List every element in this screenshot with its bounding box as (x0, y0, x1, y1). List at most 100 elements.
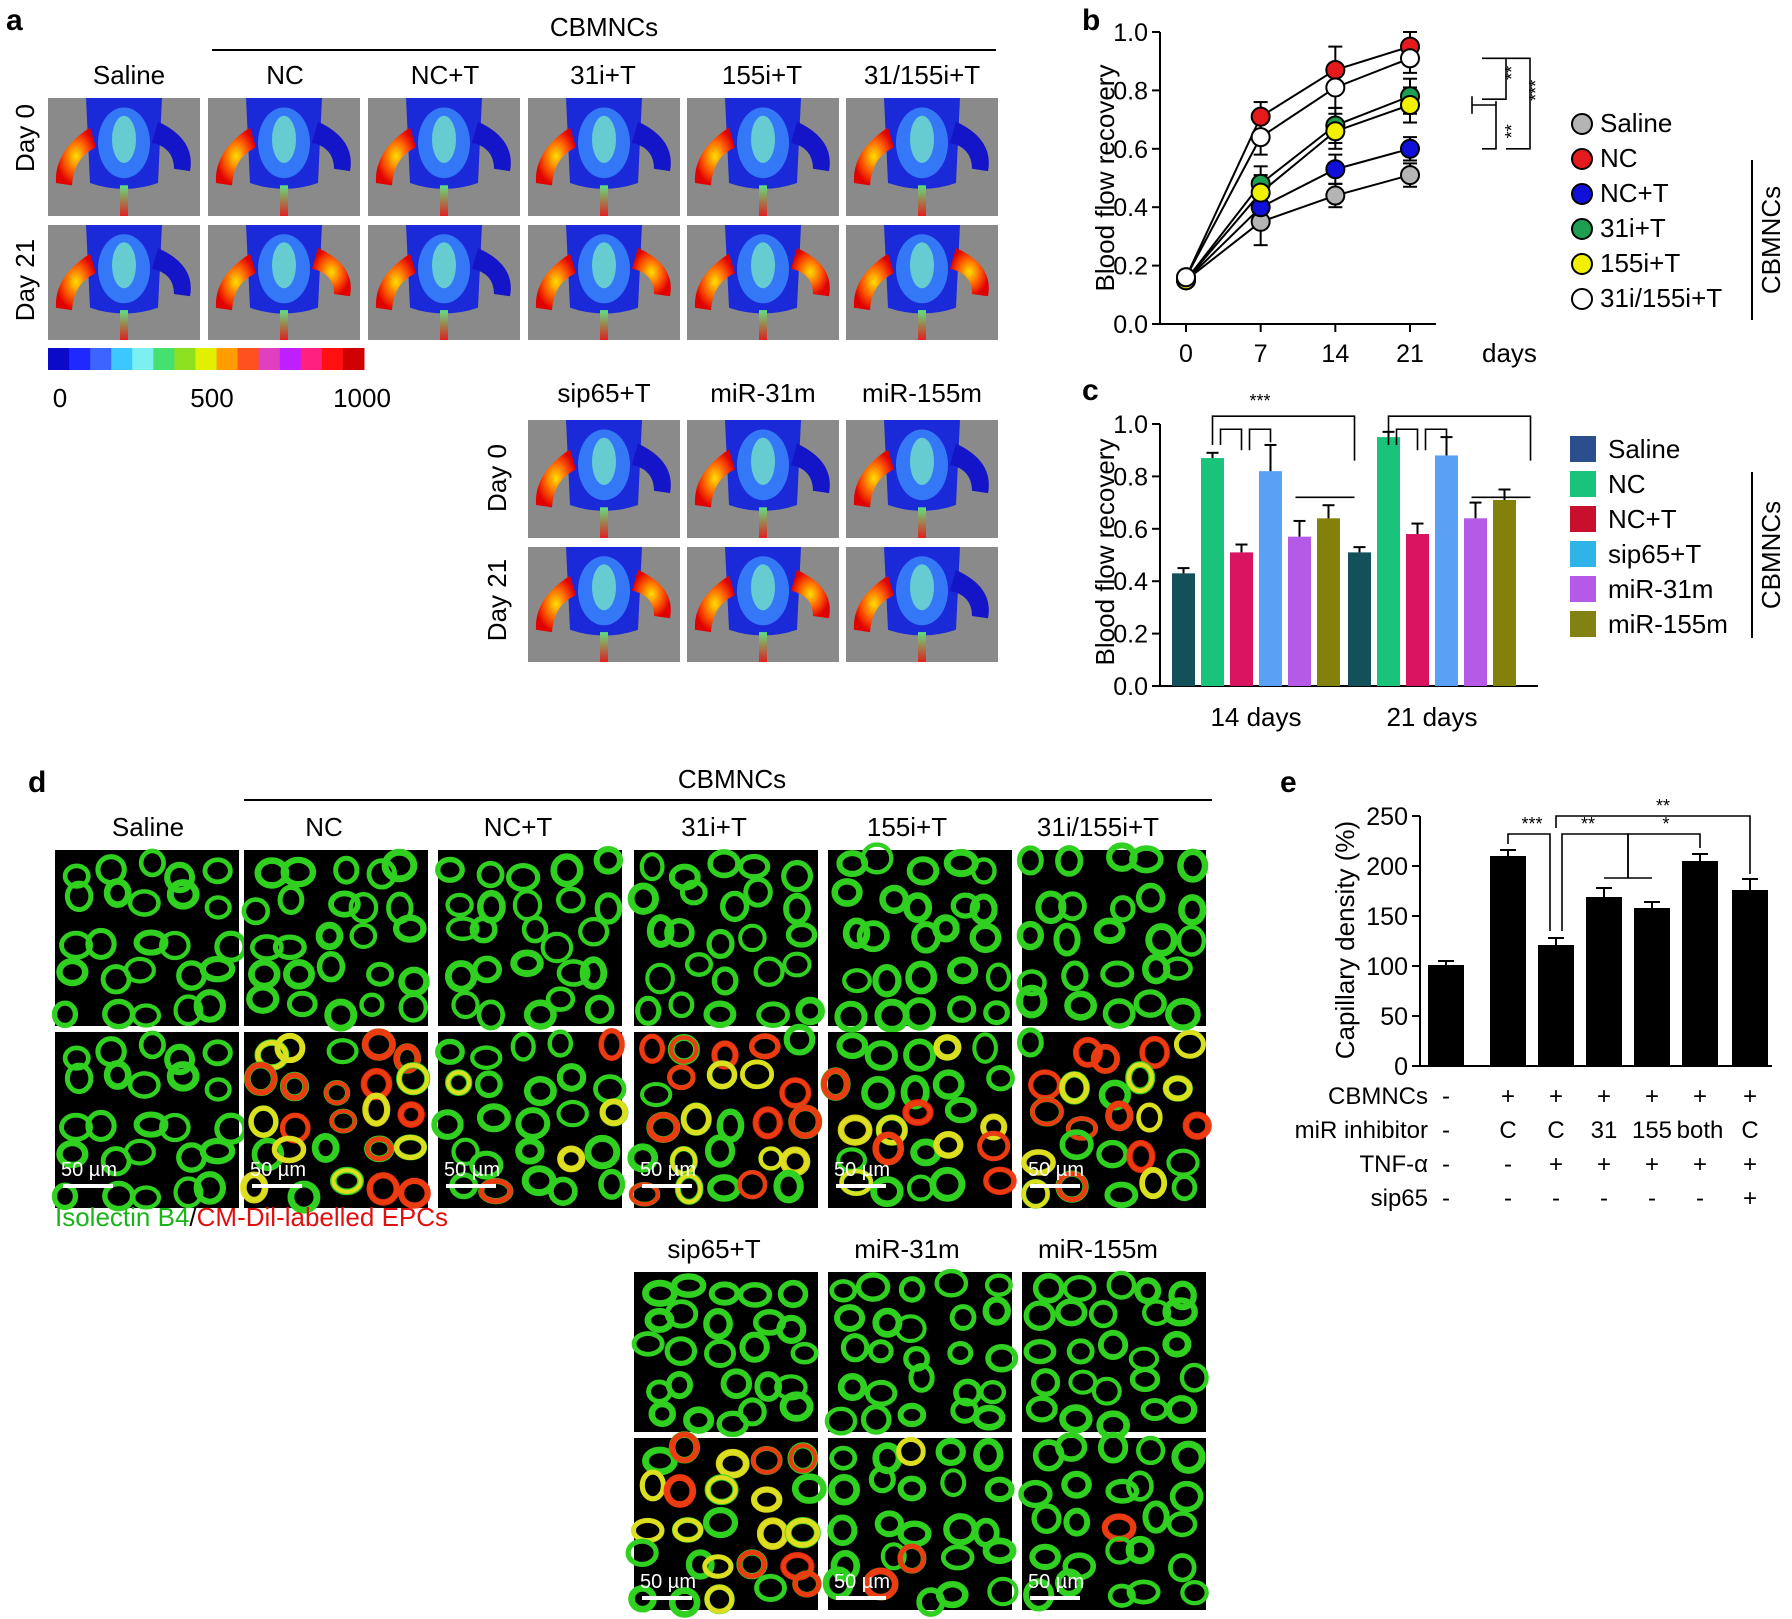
vessel (1180, 1580, 1209, 1606)
labelled-epc (598, 1027, 625, 1062)
panel-a-bottom-column-labels: sip65+T miR-31m miR-155m Day 0 Day 21 (482, 378, 982, 641)
labelled-epc (1030, 1097, 1064, 1127)
vessel (199, 1137, 236, 1165)
mouse-leg-right (312, 121, 351, 172)
labelled-epc (1182, 1111, 1212, 1140)
labelled-epc (667, 1064, 696, 1091)
vessel (476, 999, 506, 1031)
y-tick-label: 150 (1366, 903, 1408, 931)
colorbar-segment (69, 348, 91, 370)
data-point (1325, 121, 1346, 142)
condition-cell: C (1741, 1117, 1758, 1144)
sig-bracket (1507, 833, 1551, 931)
vessel (790, 1341, 819, 1365)
mouse-hotspot (910, 564, 934, 611)
vessel (584, 994, 615, 1024)
vessel (315, 921, 344, 951)
vessel (834, 1000, 868, 1033)
colorbar-tick-1000: 1000 (333, 383, 391, 413)
vessel (756, 1001, 790, 1028)
labelled-epc (792, 1570, 822, 1598)
vessel (64, 1062, 94, 1095)
bar (1230, 552, 1253, 686)
labelled-epc (669, 1431, 700, 1464)
vessel (664, 1336, 698, 1366)
labelled-epc (704, 1584, 735, 1614)
vessel (56, 957, 89, 987)
vessel (664, 1299, 699, 1329)
colorbar-segment (342, 348, 365, 370)
bar (1377, 437, 1400, 686)
vessel (950, 892, 981, 919)
vessel (579, 956, 608, 990)
vessel (204, 895, 232, 920)
vessel (451, 1137, 480, 1166)
vessel (1135, 882, 1166, 913)
fluorescence-image (1016, 842, 1209, 1031)
vessel (683, 1406, 715, 1434)
vessel (1107, 1583, 1136, 1608)
laser-doppler-image (208, 225, 360, 340)
vessel (578, 916, 610, 947)
vessel (1059, 1404, 1093, 1434)
fluorescence-image (631, 1272, 819, 1438)
mouse-leg-right (791, 570, 830, 619)
vessel (870, 1176, 904, 1207)
vessel (1104, 1181, 1139, 1209)
panel-c-legend: Saline NC NC+T sip65+T miR-31m miR-155m (1570, 434, 1728, 639)
vessel (940, 1544, 975, 1571)
vessel (987, 1576, 1019, 1607)
vessel (159, 930, 191, 961)
laser-doppler-image (528, 225, 680, 340)
vessel (984, 1273, 1013, 1297)
vessel (860, 1404, 892, 1435)
vessel (326, 1038, 359, 1065)
panel-d-column-label: 31i+T (681, 812, 747, 842)
vessel (738, 923, 767, 953)
caption-isolectin: Isolectin B4 (55, 1202, 189, 1232)
vessel (982, 1537, 1017, 1565)
vessel (781, 860, 814, 893)
vessel (827, 1514, 858, 1547)
labelled-epc (397, 1101, 425, 1128)
condition-cell: + (1645, 1151, 1659, 1178)
vessel (1145, 923, 1178, 957)
labelled-epc (1090, 1043, 1120, 1074)
x-tick-label: 14 (1321, 340, 1349, 368)
x-category-label: 14 days (1210, 702, 1301, 732)
sig-label: ** (1656, 796, 1670, 816)
vessel (898, 1276, 926, 1303)
panel-a-row-labels: Day 0 Day 21 (10, 104, 40, 321)
bar (1493, 499, 1516, 686)
mouse-hotspot (910, 242, 934, 289)
labelled-epc (639, 1469, 666, 1502)
mouse-leg-right (950, 121, 989, 172)
bar (1464, 518, 1487, 686)
mouse-hotspot (592, 242, 616, 289)
vessel (737, 853, 771, 880)
vessel (897, 1475, 927, 1502)
bar (1732, 890, 1768, 1066)
vessel (1031, 1503, 1062, 1534)
mouse-leg-left (694, 127, 735, 186)
vessel (1055, 1298, 1088, 1327)
labelled-epc (675, 1173, 703, 1205)
vessel (1062, 1275, 1097, 1302)
labelled-epc (1072, 1036, 1103, 1068)
vessel (867, 1339, 894, 1364)
vessel (685, 1549, 715, 1580)
panel-a-row-label: Day 21 (10, 239, 40, 321)
vessel (868, 1465, 896, 1494)
mouse-leg-right (950, 443, 989, 494)
labelled-epc (396, 1062, 430, 1095)
vessel (972, 1032, 998, 1064)
sig-label: * (1662, 814, 1669, 834)
sig-bracket (1424, 428, 1448, 451)
fluorescence-image (625, 1431, 827, 1618)
vessel (739, 1331, 770, 1363)
vessel (1168, 1553, 1197, 1583)
labelled-epc (1174, 1029, 1206, 1059)
vessel (1058, 891, 1087, 922)
labelled-epc (740, 1059, 775, 1090)
vessel (1126, 1579, 1161, 1605)
